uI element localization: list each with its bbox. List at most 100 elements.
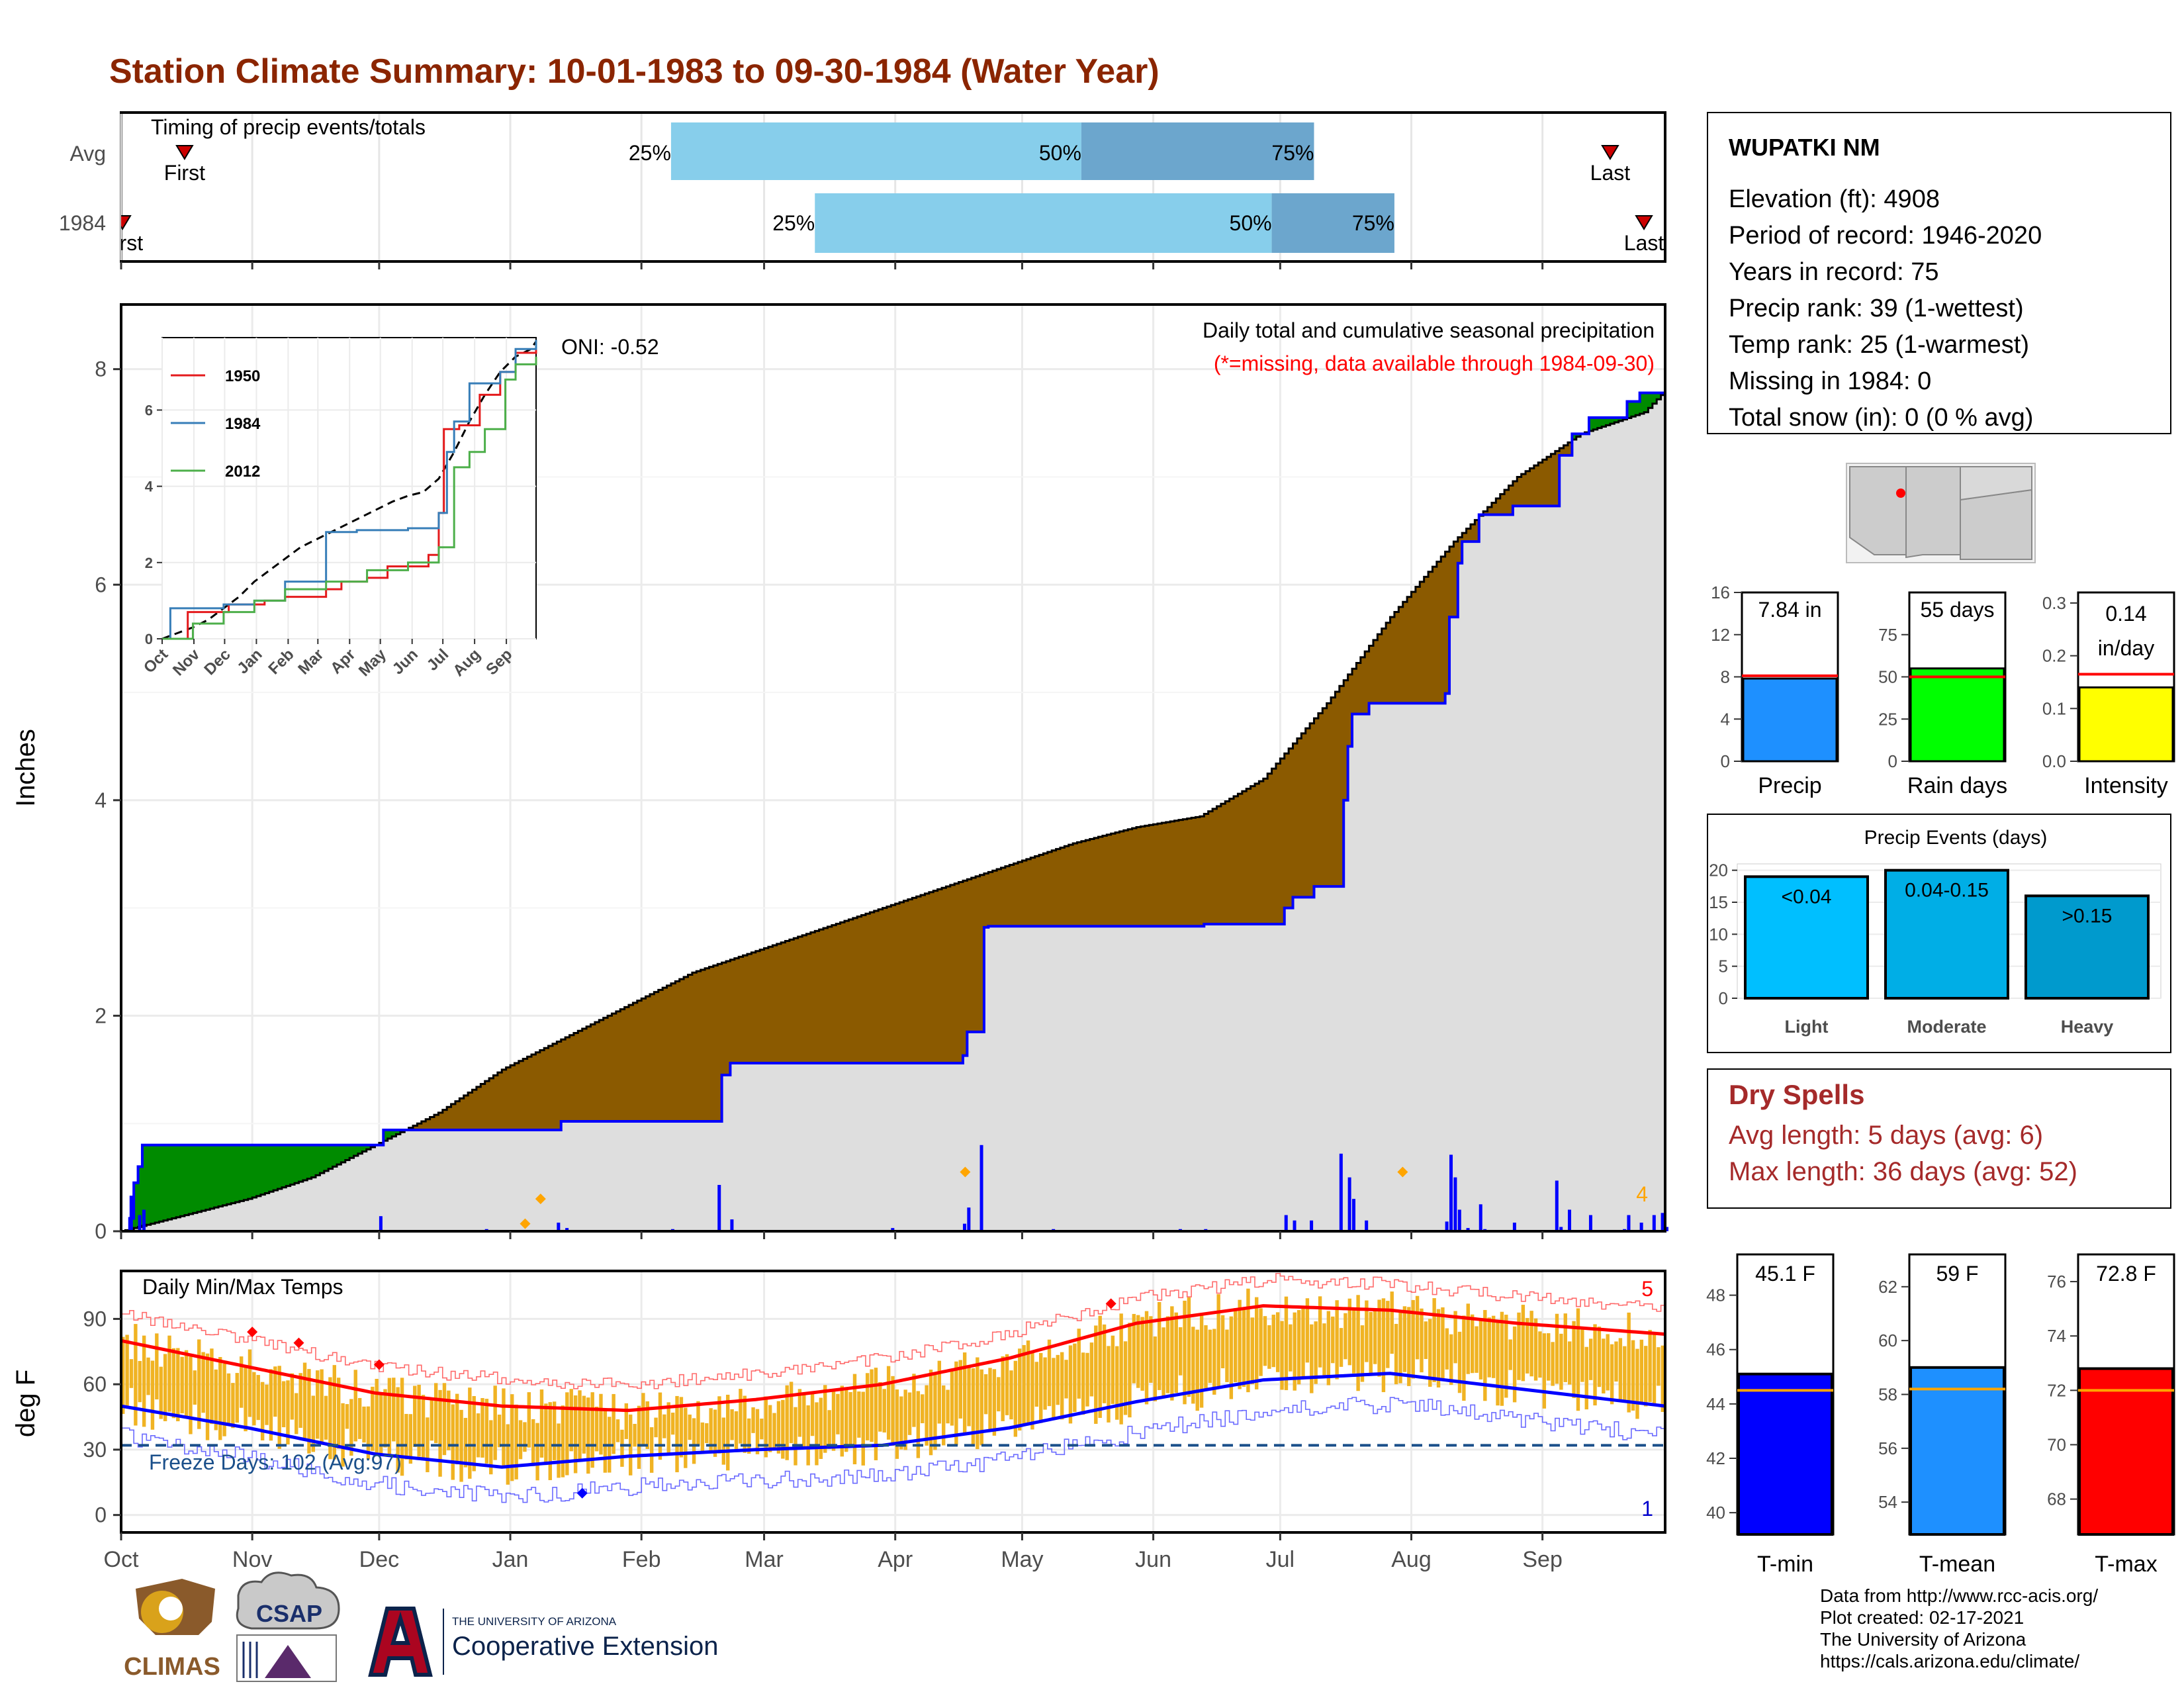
daily-temp-range-bar [1614, 1341, 1618, 1382]
daily-temp-range-bar [971, 1368, 976, 1446]
daily-temp-range-bar [1052, 1358, 1056, 1420]
temp-summary-ytick-label: 40 [1706, 1503, 1725, 1523]
daily-temp-range-bar [298, 1373, 302, 1428]
daily-temp-range-bar [1263, 1316, 1267, 1366]
daily-temp-range-bar [1140, 1317, 1144, 1391]
daily-temp-range-bar [1567, 1341, 1572, 1385]
precip-events-chart: Precip Events (days) 0 5 10 15 20 <0.04 Light 0… [1707, 814, 2171, 1053]
daily-temp-range-bar [362, 1406, 366, 1443]
timing-bar-q50-q75 [1081, 122, 1314, 180]
temp-summary-ytick-label: 56 [1878, 1438, 1897, 1458]
max-record-count: 5 [1641, 1277, 1653, 1301]
daily-temp-range-bar [823, 1385, 827, 1453]
daily-temp-range-bar [371, 1386, 375, 1451]
daily-temp-range-bar [929, 1370, 933, 1456]
daily-temp-range-bar [730, 1409, 734, 1440]
daily-temp-range-bar [658, 1392, 662, 1460]
daily-temp-range-bar [675, 1395, 679, 1473]
daily-temp-range-bar [1441, 1307, 1445, 1379]
daily-temp-range-bar [1436, 1309, 1441, 1388]
cooperative-extension-text: Cooperative Extension [452, 1632, 718, 1661]
daily-precip-bar [557, 1222, 561, 1231]
daily-temp-range-bar [797, 1389, 802, 1437]
daily-temp-range-bar [696, 1401, 700, 1446]
daily-temp-range-bar [561, 1405, 565, 1477]
daily-temp-range-bar [357, 1397, 362, 1439]
month-tick-label: Sep [1522, 1547, 1563, 1572]
summary-bar-Intensity [2078, 686, 2174, 763]
daily-temp-range-bar [426, 1417, 430, 1473]
daily-temp-range-bar [531, 1419, 535, 1466]
temp-summary-ytick-label: 58 [1878, 1385, 1897, 1405]
daily-temp-range-bar [417, 1384, 421, 1457]
daily-temp-range-bar [709, 1408, 713, 1452]
temp-summary-ytick-label: 70 [2047, 1434, 2066, 1454]
daily-temp-range-bar [260, 1382, 265, 1441]
daily-temp-range-bar [1170, 1306, 1174, 1401]
summary-value-unit: in/day [2098, 636, 2154, 660]
daily-temp-range-bar [755, 1409, 760, 1454]
events-bar-range: 0.04-0.15 [1905, 880, 1989, 902]
station-info-box: WUPATKI NM Elevation (ft): 4908 Period o… [1707, 112, 2171, 434]
temp-summary-value-label: 45.1 F [1755, 1262, 1815, 1286]
daily-temp-range-bar [776, 1401, 781, 1454]
daily-temp-range-bar [349, 1399, 353, 1456]
daily-temp-range-bar [239, 1356, 244, 1408]
daily-temp-range-bar [281, 1381, 286, 1428]
daily-temp-range-bar [383, 1389, 387, 1448]
daily-temp-range-bar [1089, 1342, 1094, 1397]
daily-temp-range-bar [844, 1387, 848, 1452]
daily-temp-range-bar [189, 1356, 193, 1434]
daily-temp-range-bar [1297, 1310, 1301, 1385]
temp-summary-bar-T-min [1737, 1372, 1833, 1536]
events-bar-label: Heavy [2061, 1017, 2114, 1037]
precip-subtitle: Daily total and cumulative seasonal prec… [1203, 318, 1655, 342]
daily-temp-range-bar [1267, 1325, 1271, 1369]
timing-p50-label: 50% [1039, 141, 1081, 165]
daily-temp-range-bar [193, 1370, 197, 1405]
daily-temp-range-bar [624, 1403, 629, 1439]
daily-precip-bar [891, 1228, 895, 1231]
daily-temp-range-bar [1199, 1314, 1204, 1408]
daily-temp-range-bar [1136, 1315, 1140, 1388]
daily-temp-range-bar [1652, 1333, 1657, 1406]
daily-temp-range-bar [484, 1399, 489, 1464]
daily-temp-range-bar [1631, 1340, 1635, 1411]
precip-ytick-label: 2 [95, 1004, 107, 1027]
daily-temp-range-bar [539, 1389, 544, 1458]
daily-temp-range-bar [463, 1417, 468, 1468]
daily-temp-range-bar [806, 1405, 810, 1466]
daily-temp-range-bar [518, 1420, 523, 1460]
daily-temp-range-bar [205, 1353, 210, 1440]
daily-temp-range-bar [430, 1397, 433, 1441]
daily-temp-range-bar [1238, 1299, 1242, 1389]
daily-temp-range-bar [615, 1419, 620, 1442]
daily-temp-range-bar [1580, 1329, 1584, 1382]
daily-temp-range-bar [307, 1369, 311, 1454]
daily-temp-range-bar [1606, 1334, 1610, 1391]
events-bar-moderate [1884, 868, 2009, 1000]
daily-temp-range-bar [1551, 1342, 1555, 1386]
daily-temp-range-bar [1390, 1291, 1394, 1354]
page-title: Station Climate Summary: 10-01-1983 to 0… [109, 52, 1160, 91]
daily-precip-bar [1457, 1209, 1461, 1231]
ua-a-icon [368, 1607, 433, 1677]
daily-temp-range-bar [979, 1369, 983, 1446]
daily-temp-range-bar [302, 1362, 307, 1440]
precip-missing-note: (*=missing, data available through 1984-… [1214, 352, 1655, 375]
record-max-line [121, 1272, 1666, 1389]
freeze-days: Freeze Days: 102 (Avg:97) [149, 1450, 402, 1474]
daily-temp-range-bar [1119, 1313, 1123, 1425]
daily-temp-range-bar [819, 1397, 823, 1460]
daily-temp-range-bar [1339, 1328, 1343, 1367]
daily-temp-range-bar [1457, 1331, 1462, 1393]
summary-ytick-label: 0.1 [2042, 698, 2066, 718]
footer-line-created: Plot created: 02-17-2021 [1820, 1607, 2024, 1628]
daily-temp-range-bar [1068, 1345, 1073, 1424]
daily-temp-range-bar [1331, 1316, 1335, 1364]
daily-temp-range-bar [1576, 1308, 1580, 1411]
map-region-arizona [1849, 466, 1907, 555]
daily-temp-range-bar [1639, 1339, 1644, 1403]
month-tick-label: Aug [1391, 1547, 1432, 1572]
daily-precip-bar [967, 1207, 971, 1231]
